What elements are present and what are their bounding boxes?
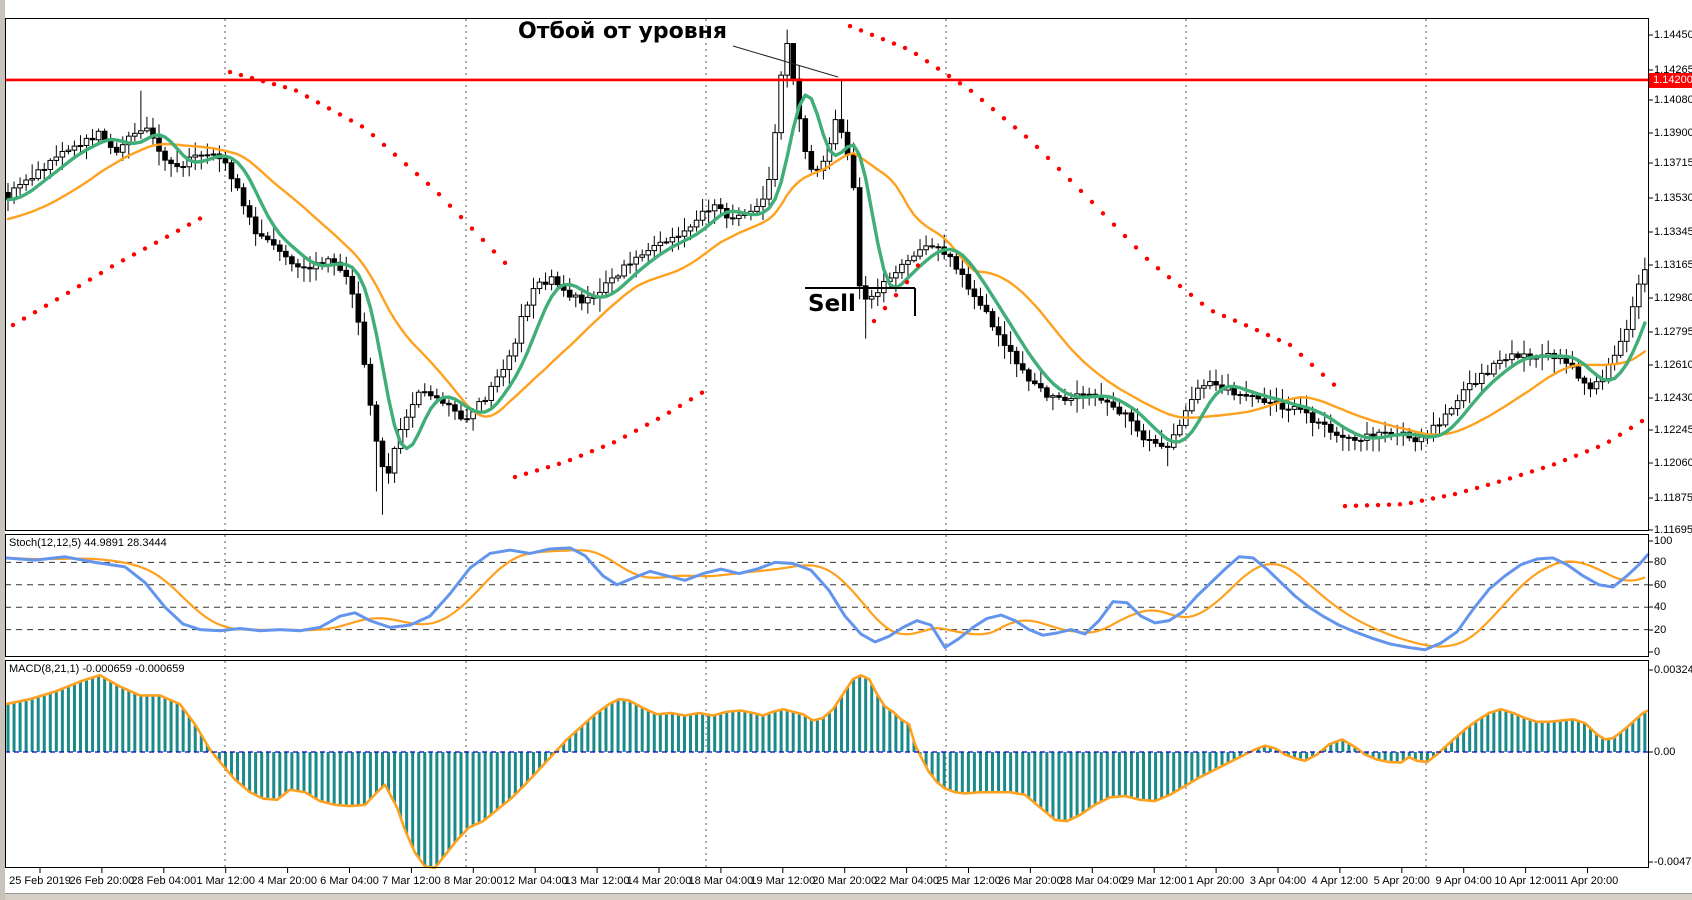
stoch-main-line — [5, 546, 1650, 652]
time-axis-label: 1 Apr 20:00 — [1187, 875, 1245, 887]
price-axis-label: 1.12610 — [1654, 358, 1692, 371]
time-axis-label: 3 Apr 04:00 — [1249, 875, 1307, 887]
time-axis-label: 4 Apr 12:00 — [1311, 875, 1369, 887]
time-axis-label: 26 Feb 20:00 — [69, 875, 135, 887]
price-axis-label: 1.12060 — [1654, 456, 1692, 469]
macd-signal-line — [5, 673, 1649, 870]
stoch-axis-label: 20 — [1654, 623, 1667, 636]
macd-axis-label: -0.0047 — [1654, 855, 1692, 868]
price-axis-label: 1.13715 — [1654, 156, 1692, 169]
macd-histogram — [6, 675, 1647, 868]
time-axis-label: 29 Mar 12:00 — [1121, 875, 1187, 887]
panel-border — [5, 660, 1649, 868]
time-axis-label: 5 Apr 20:00 — [1373, 875, 1430, 887]
sar-dots — [10, 23, 1645, 509]
ma-fast-line — [6, 93, 1647, 451]
price-axis-label: 1.14265 — [1654, 63, 1692, 76]
time-axis-label: 20 Mar 20:00 — [812, 875, 878, 887]
price-axis-label: 1.12795 — [1654, 325, 1692, 338]
time-axis-label: 19 Mar 12:00 — [750, 875, 816, 887]
price-axis-label: 1.13345 — [1654, 225, 1692, 238]
status-strip — [5, 893, 1692, 900]
macd-axis-label: 0.003247 — [1654, 663, 1692, 676]
stoch-axis-label: 80 — [1654, 555, 1667, 568]
annotation-sell-text[interactable]: Sell — [808, 291, 856, 317]
price-axis-label: 1.12980 — [1654, 291, 1692, 304]
stoch-axis-label: 60 — [1654, 578, 1667, 591]
time-axis-label: 26 Mar 20:00 — [997, 875, 1063, 887]
time-axis-label: 12 Mar 04:00 — [502, 875, 568, 887]
time-axis-label: 18 Mar 04:00 — [688, 875, 754, 887]
ma-slow-line — [6, 142, 1647, 436]
candles-layer — [5, 29, 1648, 515]
time-axis-label: 13 Mar 12:00 — [564, 875, 630, 887]
stoch-axis-label: 0 — [1654, 645, 1661, 658]
stoch-axis-label: 100 — [1654, 534, 1673, 547]
price-axis-label: 1.14080 — [1654, 93, 1692, 106]
time-axis-label: 8 Mar 20:00 — [443, 875, 503, 887]
price-axis-label: 1.13165 — [1654, 258, 1692, 271]
stoch-axis-label: 40 — [1654, 600, 1667, 613]
hline-price-flag: 1.14200 — [1649, 72, 1692, 88]
chart-canvas[interactable] — [5, 0, 1692, 900]
macd-axis-label: 0.00 — [1654, 745, 1676, 758]
price-axis-label: 1.11695 — [1654, 523, 1692, 536]
annotation-bounce-text[interactable]: Отбой от уровня — [518, 19, 727, 44]
price-axis-label: 1.12430 — [1654, 391, 1692, 404]
price-axis-label: 1.13900 — [1654, 126, 1692, 139]
time-axis-label: 28 Feb 04:00 — [131, 875, 197, 887]
time-axis-label: 22 Mar 04:00 — [874, 875, 940, 887]
panel-border — [5, 534, 1649, 657]
annotation-bounce-pointer — [732, 45, 839, 78]
time-axis-label: 11 Apr 20:00 — [1556, 875, 1619, 887]
time-axis-label: 9 Apr 04:00 — [1435, 875, 1492, 887]
stoch-indicator-label: Stoch(12,12,5) 44.9891 28.3444 — [9, 537, 167, 549]
time-axis-label: 28 Mar 04:00 — [1059, 875, 1125, 887]
time-axis-label: 25 Mar 12:00 — [936, 875, 1001, 887]
time-axis-label: 7 Mar 12:00 — [382, 875, 441, 887]
time-axis-label: 1 Mar 12:00 — [196, 875, 256, 887]
time-axis-label: 10 Apr 12:00 — [1494, 875, 1557, 887]
price-axis-label: 1.12245 — [1654, 423, 1692, 436]
price-axis-label: 1.13530 — [1654, 191, 1692, 204]
panel-border — [5, 18, 1649, 531]
macd-indicator-label: MACD(8,21,1) -0.000659 -0.000659 — [9, 663, 185, 675]
time-axis-label: 6 Mar 04:00 — [320, 875, 379, 887]
time-axis-label: 4 Mar 20:00 — [258, 875, 317, 887]
price-axis-label: 1.14450 — [1654, 28, 1692, 41]
time-axis-label: 25 Feb 2019 — [9, 875, 71, 887]
time-axis-label: 14 Mar 20:00 — [626, 875, 692, 887]
price-axis-label: 1.11875 — [1654, 491, 1692, 504]
